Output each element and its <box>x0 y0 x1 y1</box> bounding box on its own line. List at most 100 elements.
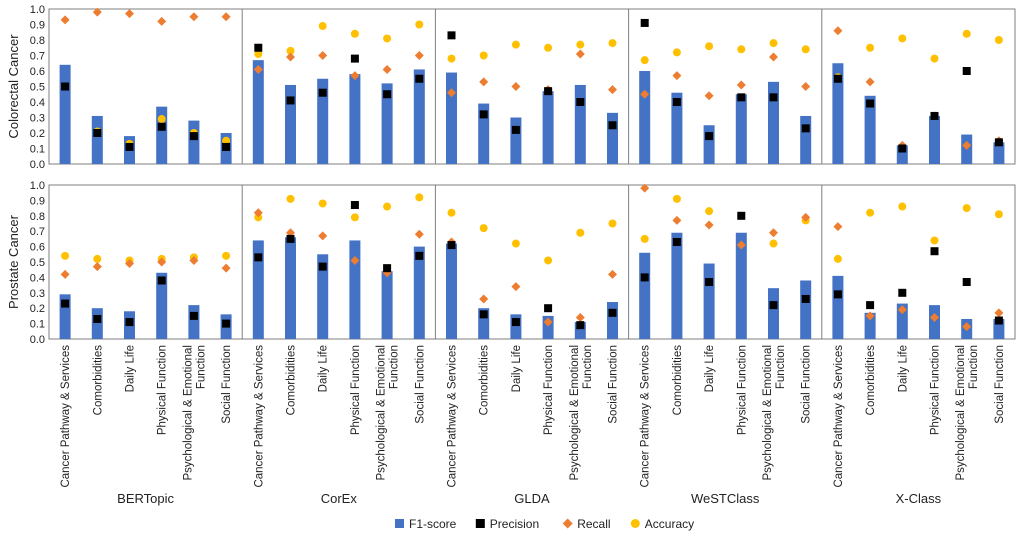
legend-label: Accuracy <box>645 517 694 531</box>
f1-bar <box>413 69 425 164</box>
y-axis-label: Prostate Cancer <box>6 214 21 309</box>
recall-marker <box>286 52 295 62</box>
recall-marker <box>414 51 424 60</box>
chart-legend: F1-score Precision Recall Accuracy <box>395 517 694 531</box>
category-label: Social Function <box>221 345 233 424</box>
y-tick-label: 0.1 <box>30 144 45 156</box>
recall-marker <box>704 91 714 101</box>
f1-bar <box>671 92 683 164</box>
f1-bar <box>317 254 329 339</box>
precision-marker <box>833 74 842 83</box>
accuracy-marker <box>640 56 649 65</box>
recall-marker <box>640 89 650 99</box>
accuracy-marker <box>415 20 424 29</box>
accuracy-marker <box>383 34 392 43</box>
y-tick-label: 0.4 <box>30 272 45 284</box>
accuracy-marker <box>157 115 166 124</box>
accuracy-marker <box>61 251 70 260</box>
precision-marker <box>157 122 166 131</box>
recall-marker <box>253 208 263 218</box>
category-label: Social Function <box>994 345 1006 424</box>
recall-marker <box>447 88 456 98</box>
accuracy-marker <box>415 193 424 202</box>
category-label: Comorbidities <box>479 345 491 416</box>
f1-bar <box>800 280 812 339</box>
f1-bar <box>478 308 490 339</box>
f1-bar <box>156 106 168 164</box>
y-tick-label: 1.0 <box>30 180 45 192</box>
precision-marker <box>705 278 714 287</box>
precision-marker <box>898 144 907 153</box>
precision-marker <box>962 67 971 75</box>
accuracy-marker <box>769 239 778 248</box>
y-tick-label: 0.6 <box>30 66 45 78</box>
accuracy-marker <box>962 204 971 213</box>
accuracy-marker <box>383 202 392 211</box>
precision-marker <box>415 251 424 260</box>
f1-bar <box>59 294 71 339</box>
accuracy-marker <box>866 43 875 52</box>
chart-labels: 0.0 0.1 0.2 0.3 0.4 0.5 0.6 0.7 0.8 0.9 1.0 Colorec… <box>6 4 1006 506</box>
accuracy-marker <box>511 40 520 49</box>
model-label: GLDA <box>514 491 550 506</box>
recall-marker <box>511 282 521 292</box>
precision-marker <box>479 110 488 119</box>
accuracy-marker <box>254 213 263 222</box>
accuracy-marker <box>222 136 231 145</box>
f1-bar <box>349 240 361 339</box>
precision-marker <box>801 124 810 133</box>
accuracy-marker <box>994 36 1003 44</box>
recall-marker <box>865 311 875 321</box>
recall-marker <box>833 26 843 36</box>
precision-marker <box>286 96 295 105</box>
precision-marker <box>222 142 231 151</box>
precision-marker <box>544 304 553 313</box>
category-label: Psychological & Emotional <box>955 345 967 481</box>
legend-item: Accuracy <box>630 517 694 531</box>
recall-marker <box>769 228 778 238</box>
precision-marker <box>962 278 971 287</box>
recall-marker <box>897 305 907 315</box>
precision-marker <box>898 288 907 297</box>
category-label: Psychological & Emotional <box>182 345 194 481</box>
f1-bar <box>91 308 103 339</box>
precision-marker <box>866 301 875 310</box>
recall-marker <box>608 85 617 95</box>
accuracy-marker <box>930 54 939 63</box>
recall-marker <box>253 64 263 74</box>
category-label: Daily Life <box>511 345 523 392</box>
accuracy-marker <box>93 254 102 263</box>
accuracy-marker <box>930 236 939 245</box>
category-label: Physical Function <box>930 345 942 435</box>
f1-bar <box>574 84 586 164</box>
legend-swatch-square <box>475 519 485 528</box>
f1-bar <box>832 63 844 164</box>
category-label: Cancer Pathway & Services <box>447 345 459 488</box>
panel-frame <box>48 8 1016 165</box>
precision-marker <box>769 93 778 102</box>
recall-marker <box>125 259 134 269</box>
y-tick-label: 0.0 <box>30 334 45 346</box>
recall-marker <box>640 183 650 193</box>
precision-marker <box>93 314 102 323</box>
f1-bar <box>381 271 393 339</box>
f1-bar <box>832 275 844 339</box>
f1-bar <box>285 84 296 164</box>
precision-marker <box>318 88 327 97</box>
accuracy-marker <box>576 228 585 237</box>
recall-marker <box>125 9 134 19</box>
y-tick-label: 0.0 <box>30 159 45 171</box>
panel-frame <box>48 184 1016 340</box>
f1-bar <box>929 115 940 164</box>
recall-marker <box>801 82 811 91</box>
category-label: Social Function <box>414 345 426 424</box>
precision-marker <box>286 234 295 243</box>
f1-bar <box>735 94 747 164</box>
category-label: Daily Life <box>318 345 330 392</box>
f1-bar <box>542 315 554 339</box>
accuracy-marker <box>672 48 681 57</box>
precision-marker <box>511 318 520 327</box>
legend-swatch-bar <box>395 519 404 528</box>
precision-marker <box>672 98 681 106</box>
